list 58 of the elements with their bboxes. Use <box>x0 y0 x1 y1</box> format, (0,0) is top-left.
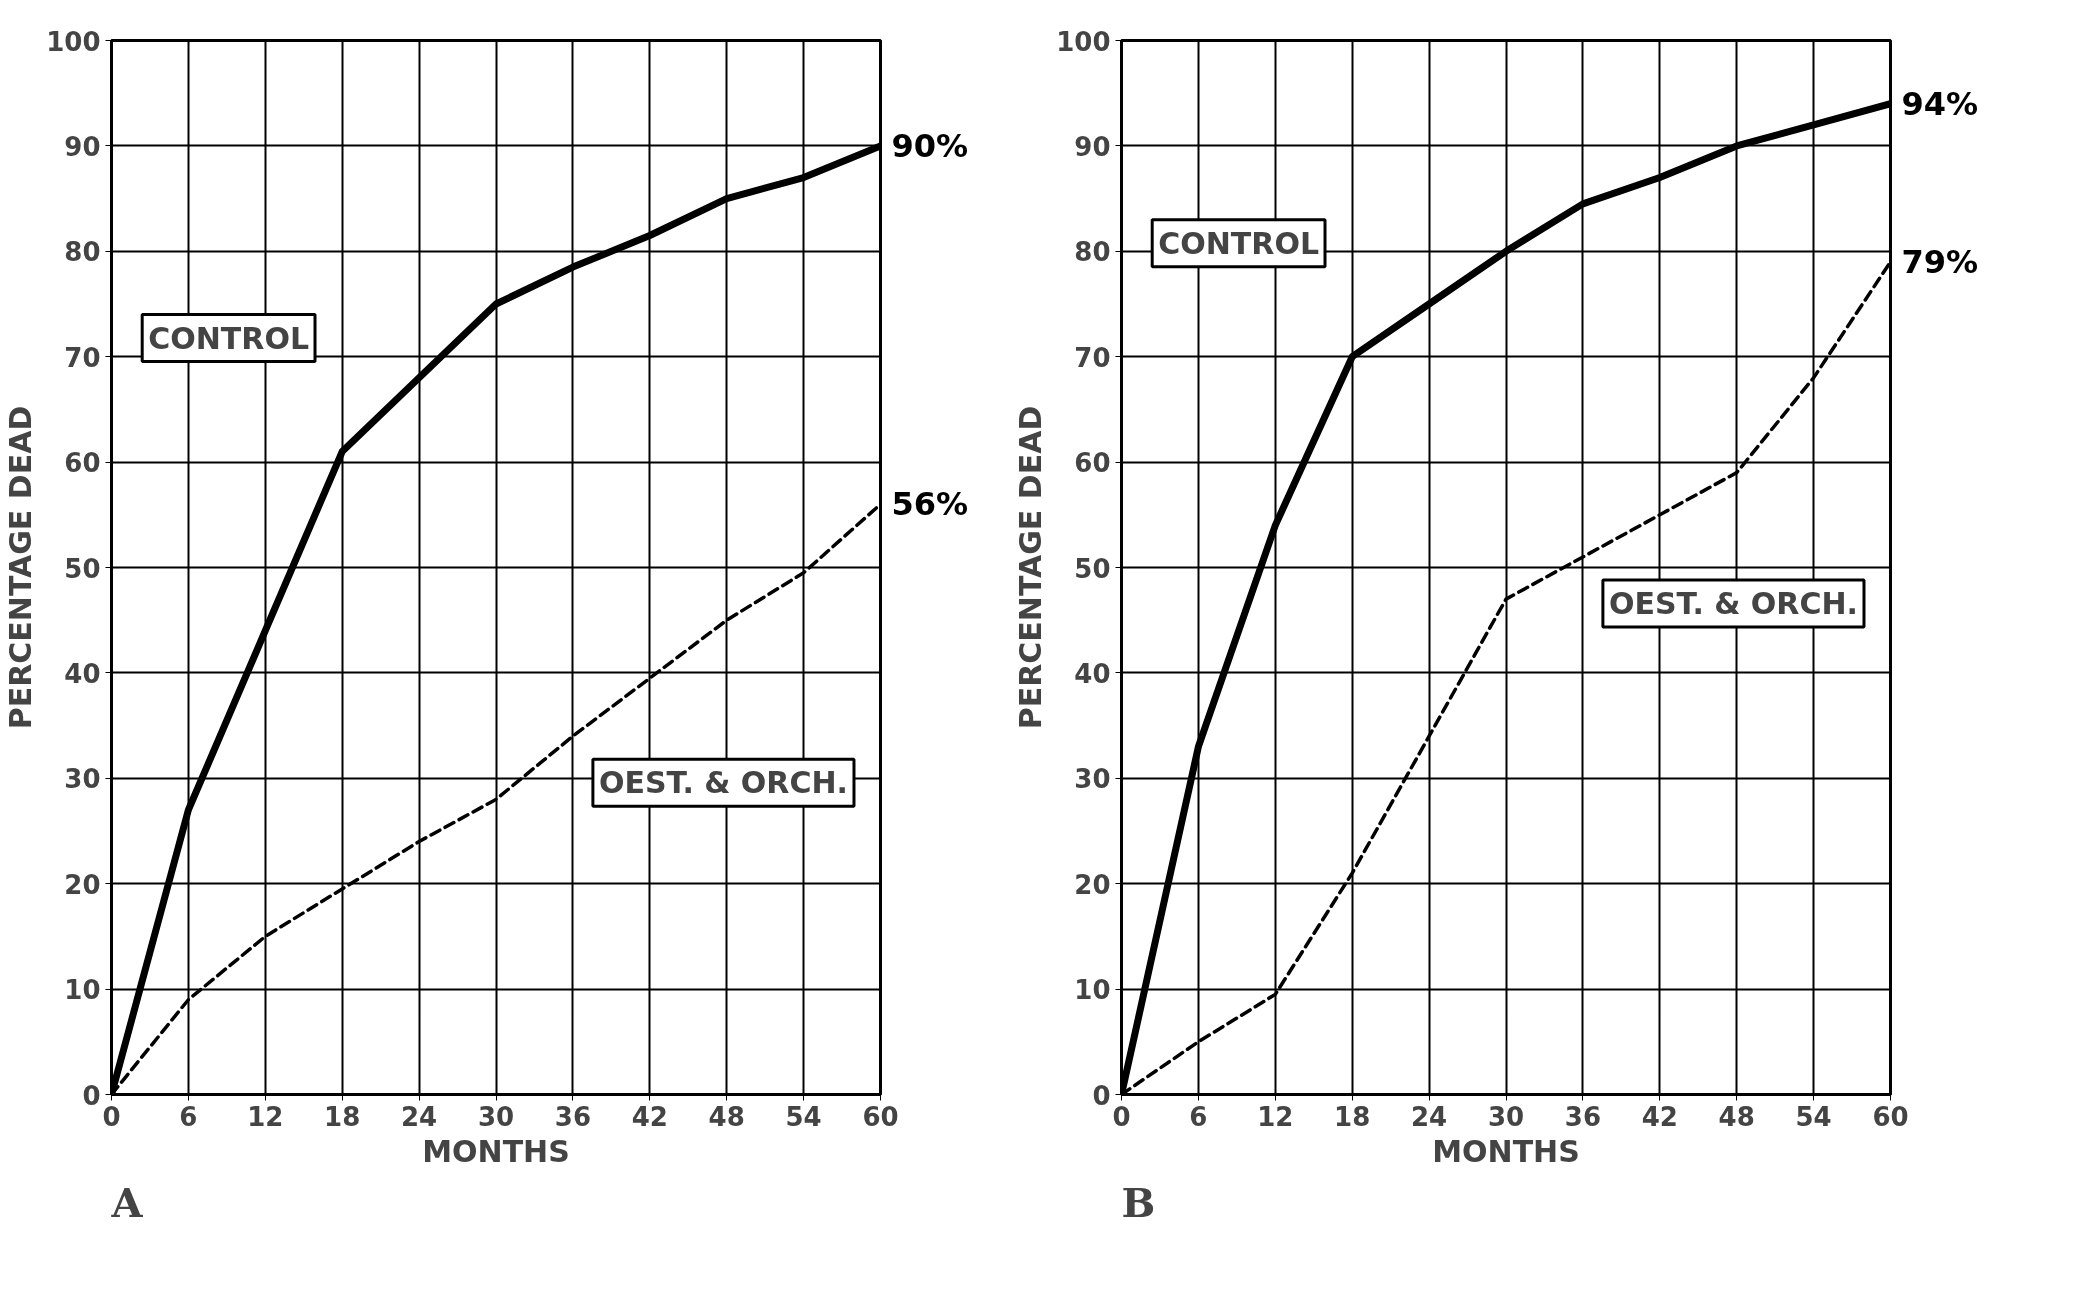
x-tick-label: 12 <box>247 1101 284 1132</box>
x-tick-label: 42 <box>1641 1101 1678 1132</box>
x-tick-label: 18 <box>324 1101 361 1132</box>
y-tick-label: 80 <box>1074 237 1111 268</box>
y-axis-title: PERCENTAGE DEAD <box>1013 405 1049 730</box>
x-tick-label: 24 <box>401 1101 438 1132</box>
x-tick-label: 48 <box>708 1101 745 1132</box>
x-tick-label: 36 <box>554 1101 591 1132</box>
y-tick-label: 90 <box>1074 131 1111 162</box>
x-tick-label: 12 <box>1257 1101 1294 1132</box>
data-label: 90% <box>891 126 969 165</box>
x-tick-label: 36 <box>1564 1101 1601 1132</box>
x-tick-label: 48 <box>1718 1101 1755 1132</box>
series-label: OEST. & ORCH. <box>1608 585 1858 621</box>
x-tick-label: 18 <box>1334 1101 1371 1132</box>
x-tick-label: 60 <box>1872 1101 1909 1132</box>
x-tick-label: 6 <box>179 1101 198 1132</box>
y-tick-label: 0 <box>1092 1080 1111 1111</box>
y-tick-label: 30 <box>64 764 101 795</box>
x-tick-label: 54 <box>785 1101 822 1132</box>
y-tick-label: 70 <box>64 342 101 373</box>
x-tick-label: 30 <box>1487 1101 1525 1132</box>
series-label: OEST. & ORCH. <box>598 765 848 801</box>
y-axis-title: PERCENTAGE DEAD <box>3 405 39 730</box>
y-tick-label: 80 <box>64 237 101 268</box>
y-tick-label: 40 <box>1074 658 1111 689</box>
x-axis-title: MONTHS <box>1432 1133 1580 1169</box>
x-tick-label: 42 <box>631 1101 668 1132</box>
y-tick-label: 40 <box>64 658 101 689</box>
data-label: 79% <box>1901 242 1979 281</box>
y-tick-label: 60 <box>64 448 101 479</box>
y-tick-label: 30 <box>1074 764 1111 795</box>
x-tick-label: 6 <box>1189 1101 1208 1132</box>
data-label: 94% <box>1901 84 1979 123</box>
y-tick-label: 90 <box>64 131 101 162</box>
data-label: 56% <box>891 485 969 524</box>
x-tick-label: 0 <box>1112 1101 1131 1132</box>
y-tick-label: 60 <box>1074 448 1111 479</box>
y-tick-label: 100 <box>46 26 101 57</box>
y-tick-label: 20 <box>64 869 101 900</box>
y-tick-label: 50 <box>64 553 101 584</box>
y-tick-label: 70 <box>1074 342 1111 373</box>
x-axis-title: MONTHS <box>422 1133 570 1169</box>
x-tick-label: 0 <box>102 1101 121 1132</box>
legend-label: CONTROL <box>148 320 310 356</box>
x-tick-label: 54 <box>1795 1101 1832 1132</box>
text: A <box>110 1178 144 1226</box>
y-tick-label: 0 <box>82 1080 101 1111</box>
legend-label: CONTROL <box>1158 225 1320 261</box>
y-tick-label: 50 <box>1074 553 1111 584</box>
y-tick-label: 10 <box>1074 975 1111 1006</box>
y-tick-label: 10 <box>64 975 101 1006</box>
x-tick-label: 60 <box>862 1101 899 1132</box>
text: B <box>1121 1178 1156 1226</box>
x-tick-label: 30 <box>477 1101 515 1132</box>
x-tick-label: 24 <box>1411 1101 1448 1132</box>
y-tick-label: 100 <box>1056 26 1111 57</box>
y-tick-label: 20 <box>1074 869 1111 900</box>
